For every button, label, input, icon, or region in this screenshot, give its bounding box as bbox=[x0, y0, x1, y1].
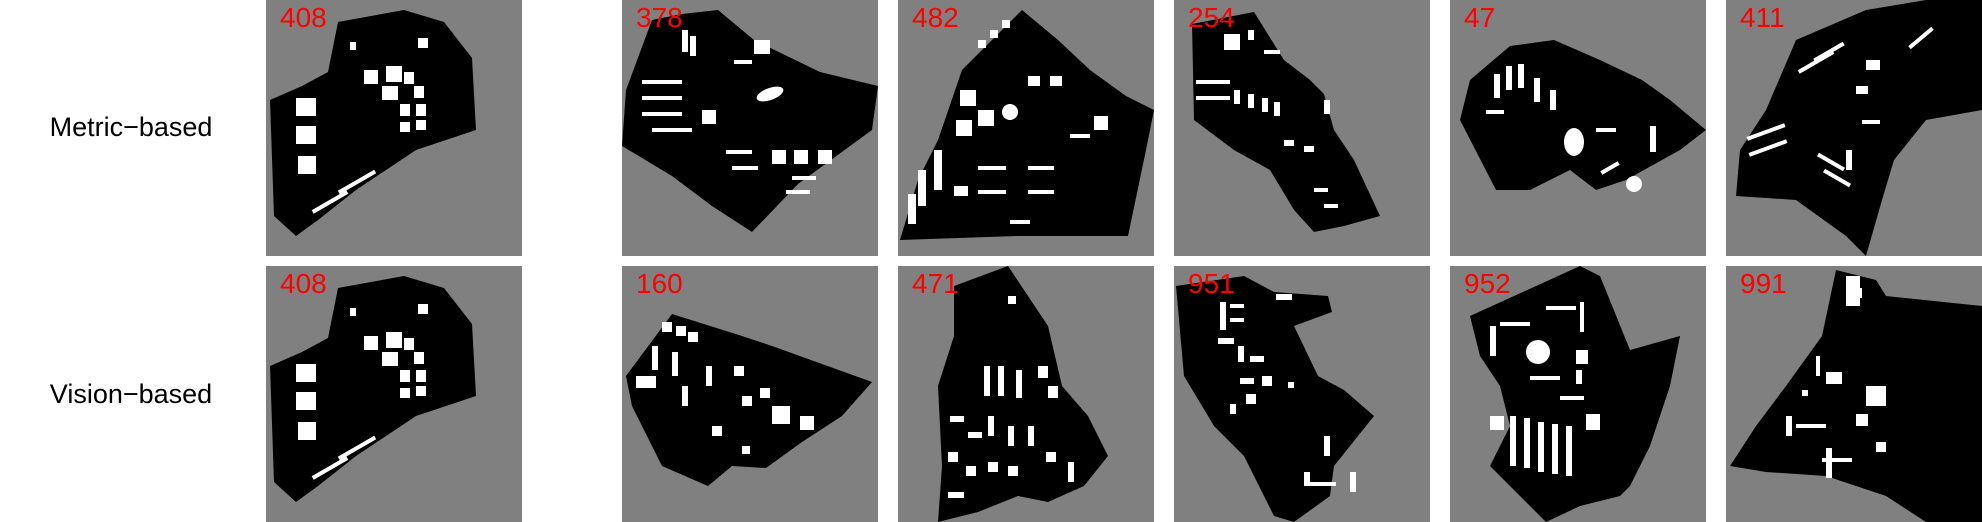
layout-tile: 951 bbox=[1174, 266, 1430, 522]
sample-id: 991 bbox=[1740, 268, 1787, 299]
layout-tile: 408 bbox=[266, 266, 522, 522]
layout-tile: 408 bbox=[266, 0, 522, 256]
site-plan-image bbox=[626, 314, 872, 486]
row-label-vision-based: Vision−based bbox=[49, 379, 213, 409]
site-plan-image bbox=[1176, 276, 1374, 522]
sample-id: 408 bbox=[280, 2, 327, 33]
layout-tile: 378 bbox=[622, 0, 878, 256]
layout-tile: 482 bbox=[898, 0, 1154, 256]
sample-id: 378 bbox=[636, 2, 683, 33]
site-plan-image bbox=[1730, 270, 1982, 522]
layout-tile: 471 bbox=[898, 266, 1154, 522]
layout-tile: 47 bbox=[1450, 0, 1706, 256]
sample-id: 47 bbox=[1464, 2, 1496, 33]
layout-tile: 952 bbox=[1450, 266, 1706, 522]
sample-id: 951 bbox=[1188, 268, 1235, 299]
site-plan-image bbox=[900, 10, 1154, 240]
layout-tile: 160 bbox=[622, 266, 878, 522]
site-plan-image bbox=[622, 10, 878, 232]
site-plan-image bbox=[1460, 40, 1706, 192]
sample-id: 952 bbox=[1464, 268, 1511, 299]
site-plan-image bbox=[1192, 12, 1380, 232]
sample-id: 408 bbox=[280, 268, 327, 299]
site-plan-image bbox=[270, 10, 476, 236]
row-label-metric-based: Metric−based bbox=[49, 112, 213, 142]
sample-id: 471 bbox=[912, 268, 959, 299]
sample-id: 254 bbox=[1188, 2, 1235, 33]
site-plan-image bbox=[1736, 0, 1982, 256]
site-plan-image bbox=[1470, 266, 1680, 522]
layout-tile: 411 bbox=[1726, 0, 1982, 256]
layout-tile: 254 bbox=[1174, 0, 1430, 256]
layout-tile: 991 bbox=[1726, 266, 1982, 522]
site-plan-image bbox=[270, 276, 476, 502]
sample-id: 411 bbox=[1740, 2, 1785, 33]
sample-id: 482 bbox=[912, 2, 959, 33]
site-plan-image bbox=[938, 266, 1108, 522]
sample-id: 160 bbox=[636, 268, 683, 299]
